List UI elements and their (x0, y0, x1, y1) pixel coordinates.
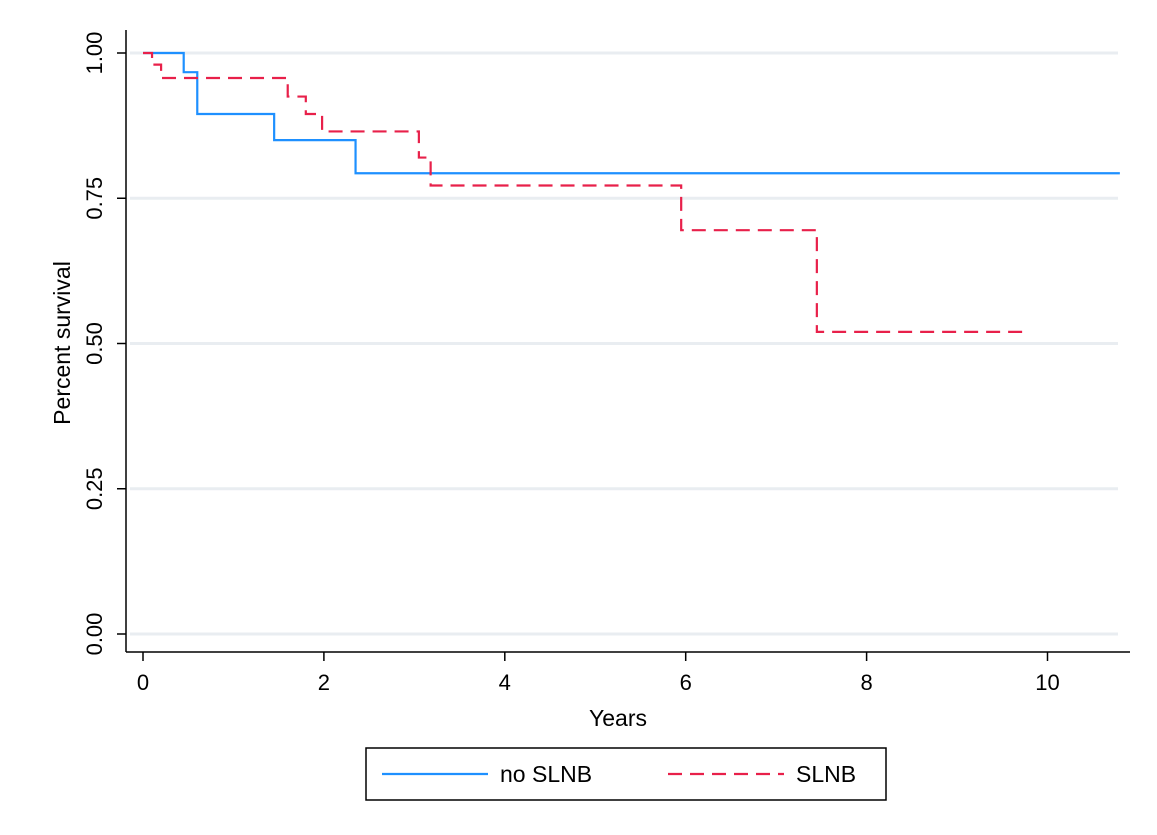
y-tick-label: 1.00 (82, 32, 107, 75)
x-tick-label: 10 (1035, 670, 1059, 695)
legend: no SLNB SLNB (365, 747, 887, 801)
x-axis-title: Years (589, 705, 647, 731)
x-tick-label: 2 (318, 670, 330, 695)
y-tick-label: 0.25 (82, 467, 107, 510)
grid-lines (130, 51, 1118, 636)
x-tick-label: 8 (860, 670, 872, 695)
series-line-slnb (143, 51, 1030, 333)
series-lines (143, 51, 1120, 333)
x-tick-label: 6 (680, 670, 692, 695)
y-tick-label: 0.50 (82, 322, 107, 365)
legend-label-slnb: SLNB (796, 761, 856, 787)
series-line-no-slnb (143, 51, 1120, 175)
x-tick-label: 4 (499, 670, 511, 695)
axes: 0.00 0.25 0.50 0.75 1.00 0 2 4 6 8 10 (82, 30, 1130, 695)
y-tick-label: 0.75 (82, 177, 107, 220)
y-axis-title: Percent survival (49, 261, 75, 425)
y-tick-label: 0.00 (82, 613, 107, 656)
x-tick-label: 0 (137, 670, 149, 695)
legend-label-no-slnb: no SLNB (500, 761, 592, 787)
